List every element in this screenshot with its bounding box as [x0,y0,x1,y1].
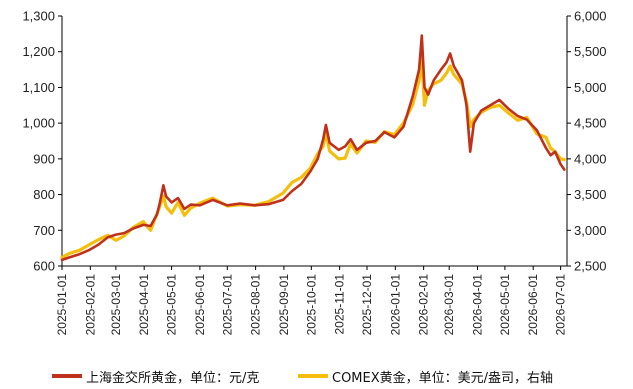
left-tick-label: 600 [33,259,55,274]
tick-labels: 600 700 800 900 1,000 1,100 1,200 1,300 2,500 3,0… [22,9,606,336]
series-lines [60,34,566,262]
x-tick-label: 2026-01-01 [388,274,402,336]
x-tick-label: 2025-08-01 [249,274,263,336]
x-tick-label: 2025-09-01 [277,274,291,336]
left-tick-label: 900 [33,151,55,166]
series-line-sge [60,34,566,262]
x-tick-label: 2025-12-01 [360,274,374,336]
legend-item-comex: COMEX黄金，单位：美元/盎司，右轴 [298,366,553,386]
right-tick-label: 6,000 [574,9,607,24]
x-tick-label: 2025-01-01 [55,274,69,336]
right-tick-label: 5,000 [574,80,607,95]
x-tick-label: 2025-07-01 [220,274,234,336]
x-tick-label: 2026-03-01 [442,274,456,336]
x-tick-label: 2025-10-01 [304,274,318,336]
x-tick-label: 2025-05-01 [165,274,179,336]
left-tick-label: 1,000 [22,116,55,131]
x-tick-label: 2026-05-01 [498,274,512,336]
x-tick-label: 2026-07-01 [554,274,568,336]
left-tick-label: 700 [33,223,55,238]
right-tick-label: 4,000 [574,151,607,166]
right-tick-label: 3,500 [574,187,607,202]
x-tick-label: 2025-11-01 [333,274,347,335]
x-tick-label: 2026-06-01 [526,274,540,336]
x-tick-label: 2025-02-01 [83,274,97,336]
left-tick-label: 1,300 [22,9,55,24]
x-tick-label: 2025-04-01 [137,274,151,336]
axes [58,15,571,270]
right-tick-label: 2,500 [574,259,607,274]
legend: 上海金交所黄金，单位：元/克 COMEX黄金，单位：美元/盎司，右轴 [0,366,633,388]
x-tick-label: 2025-03-01 [109,274,123,336]
left-tick-label: 1,200 [22,44,55,59]
gold-price-chart: 600 700 800 900 1,000 1,100 1,200 1,300 2,500 3,0… [22,9,606,336]
right-tick-label: 5,500 [574,44,607,59]
legend-label-comex: COMEX黄金，单位：美元/盎司，右轴 [332,370,554,386]
legend-swatch-comex [298,374,328,378]
x-tick-label: 2026-02-01 [417,274,431,336]
legend-swatch-sge [52,374,82,378]
x-tick-label: 2026-04-01 [471,274,485,336]
right-tick-label: 3,000 [574,223,607,238]
left-tick-label: 800 [33,187,55,202]
legend-item-sge: 上海金交所黄金，单位：元/克 [52,366,259,386]
left-tick-label: 1,100 [22,80,55,95]
x-tick-label: 2025-06-01 [193,274,207,336]
right-tick-label: 4,500 [574,116,607,131]
legend-label-sge: 上海金交所黄金，单位：元/克 [86,370,260,386]
